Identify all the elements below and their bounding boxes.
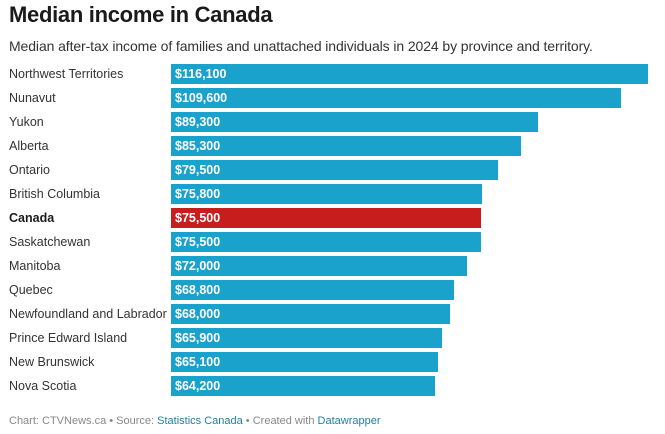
bar	[171, 112, 538, 132]
bar-chart: Northwest Territories $116,100 Nunavut $109…	[0, 60, 665, 400]
bar	[171, 232, 482, 252]
chart-title: Median income in Canada	[9, 2, 273, 27]
value-label: $68,800	[175, 283, 221, 297]
bar	[171, 136, 522, 156]
category-label: Saskatchewan	[9, 235, 91, 249]
category-label: Nova Scotia	[9, 379, 77, 393]
category-label: Nunavut	[9, 91, 56, 105]
category-label: New Brunswick	[9, 355, 95, 369]
source-link[interactable]: Statistics Canada	[157, 415, 243, 427]
category-label: Northwest Territories	[9, 67, 124, 81]
footer-credit: Chart: CTVNews.ca	[9, 415, 107, 427]
value-label: $68,000	[175, 307, 221, 321]
chart-footer: Chart: CTVNews.ca • Source: Statistics C…	[9, 415, 381, 427]
chart-subtitle: Median after-tax income of families and …	[9, 38, 593, 54]
bar-highlight	[171, 208, 482, 228]
bar	[171, 160, 498, 180]
category-label: Yukon	[9, 115, 44, 129]
category-label: Quebec	[9, 283, 53, 297]
bar	[171, 280, 454, 300]
value-label: $64,200	[175, 379, 221, 393]
value-label: $65,100	[175, 355, 221, 369]
value-label: $75,500	[175, 235, 221, 249]
value-label: $75,500	[175, 211, 221, 225]
value-label: $85,300	[175, 139, 221, 153]
bar	[171, 352, 439, 372]
value-label: $79,500	[175, 163, 221, 177]
value-label: $65,900	[175, 331, 221, 345]
bar	[171, 184, 483, 204]
category-label: British Columbia	[9, 187, 101, 201]
value-label: $75,800	[175, 187, 221, 201]
category-label: Alberta	[9, 139, 49, 153]
value-label: $89,300	[175, 115, 221, 129]
bar	[171, 88, 622, 108]
category-label: Prince Edward Island	[9, 331, 128, 345]
footer-separator: • Created with	[242, 415, 318, 427]
bar	[171, 64, 648, 84]
bar	[171, 256, 467, 276]
category-label: Ontario	[9, 163, 50, 177]
datawrapper-link[interactable]: Datawrapper	[317, 415, 381, 427]
category-label: Canada	[9, 211, 55, 225]
category-label: Newfoundland and Labrador	[9, 307, 167, 321]
bar	[171, 376, 435, 396]
category-label: Manitoba	[9, 259, 61, 273]
value-label: $109,600	[175, 91, 228, 105]
value-label: $72,000	[175, 259, 221, 273]
bar	[171, 328, 442, 348]
value-label: $116,100	[175, 67, 227, 81]
footer-separator: • Source:	[106, 415, 158, 427]
bar	[171, 304, 451, 324]
